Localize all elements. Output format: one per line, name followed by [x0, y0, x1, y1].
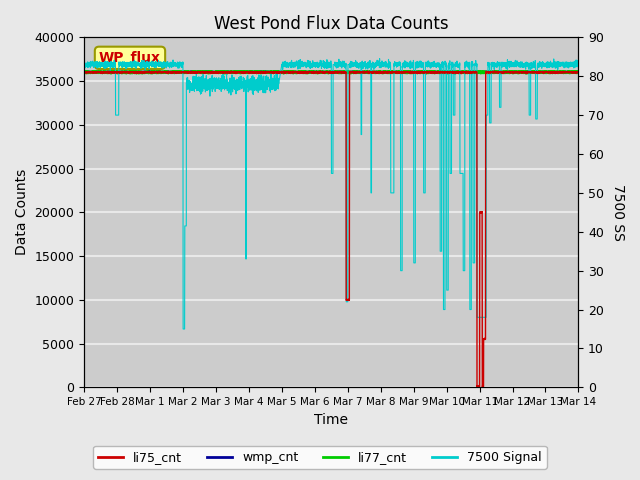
Text: WP_flux: WP_flux: [99, 51, 161, 65]
Legend: li75_cnt, wmp_cnt, li77_cnt, 7500 Signal: li75_cnt, wmp_cnt, li77_cnt, 7500 Signal: [93, 446, 547, 469]
X-axis label: Time: Time: [314, 413, 348, 427]
Y-axis label: Data Counts: Data Counts: [15, 169, 29, 255]
Y-axis label: 7500 SS: 7500 SS: [611, 184, 625, 241]
Title: West Pond Flux Data Counts: West Pond Flux Data Counts: [214, 15, 449, 33]
